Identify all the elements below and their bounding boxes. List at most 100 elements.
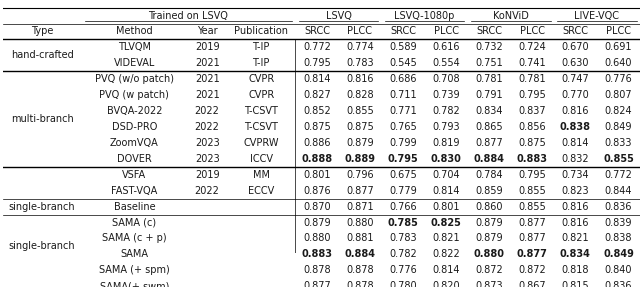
Text: SAMA: SAMA [120, 249, 148, 259]
Text: 0.821: 0.821 [433, 233, 460, 243]
Text: T-CSVT: T-CSVT [244, 122, 278, 132]
Text: 0.877: 0.877 [476, 138, 503, 148]
Text: 0.872: 0.872 [476, 265, 503, 275]
Text: 0.855: 0.855 [346, 106, 374, 116]
Text: ECCV: ECCV [248, 186, 275, 196]
Text: BVQA-2022: BVQA-2022 [107, 106, 162, 116]
Text: 0.870: 0.870 [303, 201, 331, 212]
Text: 0.772: 0.772 [605, 170, 632, 180]
Text: 0.883: 0.883 [517, 154, 548, 164]
Text: 0.827: 0.827 [303, 90, 331, 100]
Text: single-branch: single-branch [9, 201, 76, 212]
Text: 0.844: 0.844 [605, 186, 632, 196]
Text: 0.873: 0.873 [476, 281, 503, 287]
Text: 0.704: 0.704 [433, 170, 460, 180]
Text: 0.772: 0.772 [303, 42, 331, 53]
Text: 2022: 2022 [195, 186, 220, 196]
Text: 0.816: 0.816 [562, 218, 589, 228]
Text: 0.849: 0.849 [605, 122, 632, 132]
Text: 2022: 2022 [195, 106, 220, 116]
Text: SAMA(+ swm): SAMA(+ swm) [100, 281, 169, 287]
Text: 0.711: 0.711 [389, 90, 417, 100]
Text: 0.779: 0.779 [389, 186, 417, 196]
Text: VSFA: VSFA [122, 170, 147, 180]
Text: 0.855: 0.855 [518, 186, 546, 196]
Text: 0.852: 0.852 [303, 106, 331, 116]
Text: 0.877: 0.877 [346, 186, 374, 196]
Text: 0.888: 0.888 [301, 154, 332, 164]
Text: 0.877: 0.877 [518, 218, 546, 228]
Text: 0.820: 0.820 [433, 281, 460, 287]
Text: T-CSVT: T-CSVT [244, 106, 278, 116]
Text: 0.878: 0.878 [303, 265, 331, 275]
Text: 2019: 2019 [195, 170, 220, 180]
Text: 0.824: 0.824 [605, 106, 632, 116]
Text: 0.879: 0.879 [346, 138, 374, 148]
Text: 0.781: 0.781 [518, 74, 546, 84]
Text: SAMA (c): SAMA (c) [112, 218, 156, 228]
Text: 0.876: 0.876 [303, 186, 331, 196]
Text: 0.865: 0.865 [476, 122, 503, 132]
Text: 0.849: 0.849 [603, 249, 634, 259]
Text: 0.766: 0.766 [389, 201, 417, 212]
Text: SRCC: SRCC [390, 26, 416, 36]
Text: CVPRW: CVPRW [243, 138, 279, 148]
Text: DSD-PRO: DSD-PRO [111, 122, 157, 132]
Text: Year: Year [197, 26, 218, 36]
Text: 0.833: 0.833 [605, 138, 632, 148]
Text: 0.776: 0.776 [389, 265, 417, 275]
Text: Method: Method [116, 26, 153, 36]
Text: 0.821: 0.821 [561, 233, 589, 243]
Text: 0.781: 0.781 [476, 74, 503, 84]
Text: 0.795: 0.795 [388, 154, 419, 164]
Text: 0.881: 0.881 [346, 233, 374, 243]
Text: 0.765: 0.765 [389, 122, 417, 132]
Text: SAMA (c + p): SAMA (c + p) [102, 233, 166, 243]
Text: 0.884: 0.884 [344, 249, 376, 259]
Text: PLCC: PLCC [520, 26, 545, 36]
Text: 0.814: 0.814 [433, 265, 460, 275]
Text: 0.879: 0.879 [476, 233, 503, 243]
Text: 0.640: 0.640 [605, 58, 632, 68]
Text: 0.801: 0.801 [303, 170, 331, 180]
Text: 0.816: 0.816 [562, 201, 589, 212]
Text: 0.872: 0.872 [518, 265, 546, 275]
Text: Trained on LSVQ: Trained on LSVQ [148, 11, 228, 21]
Text: 0.782: 0.782 [432, 106, 460, 116]
Text: 0.860: 0.860 [476, 201, 503, 212]
Text: single-branch: single-branch [9, 241, 76, 251]
Text: 0.838: 0.838 [560, 122, 591, 132]
Text: 0.815: 0.815 [561, 281, 589, 287]
Text: 0.878: 0.878 [346, 281, 374, 287]
Text: 0.807: 0.807 [605, 90, 632, 100]
Text: 2021: 2021 [195, 74, 220, 84]
Text: TLVQM: TLVQM [118, 42, 151, 53]
Text: 0.879: 0.879 [476, 218, 503, 228]
Text: 0.883: 0.883 [301, 249, 332, 259]
Text: 0.776: 0.776 [605, 74, 632, 84]
Text: 0.836: 0.836 [605, 281, 632, 287]
Text: 0.875: 0.875 [346, 122, 374, 132]
Text: 0.855: 0.855 [603, 154, 634, 164]
Text: PVQ (w/o patch): PVQ (w/o patch) [95, 74, 174, 84]
Text: 0.616: 0.616 [433, 42, 460, 53]
Text: PLCC: PLCC [434, 26, 459, 36]
Text: 0.739: 0.739 [433, 90, 460, 100]
Text: 0.795: 0.795 [518, 170, 546, 180]
Text: 0.799: 0.799 [389, 138, 417, 148]
Text: ICCV: ICCV [250, 154, 273, 164]
Text: 2023: 2023 [195, 154, 220, 164]
Text: LSVQ: LSVQ [326, 11, 351, 21]
Text: ZoomVQA: ZoomVQA [110, 138, 159, 148]
Text: 0.782: 0.782 [389, 249, 417, 259]
Text: 0.875: 0.875 [518, 138, 546, 148]
Text: 0.840: 0.840 [605, 265, 632, 275]
Text: CVPR: CVPR [248, 90, 275, 100]
Text: 0.785: 0.785 [388, 218, 419, 228]
Text: DOVER: DOVER [117, 154, 152, 164]
Text: 0.793: 0.793 [433, 122, 460, 132]
Text: 0.783: 0.783 [346, 58, 374, 68]
Text: 0.832: 0.832 [561, 154, 589, 164]
Text: 0.879: 0.879 [303, 218, 331, 228]
Text: 0.886: 0.886 [303, 138, 331, 148]
